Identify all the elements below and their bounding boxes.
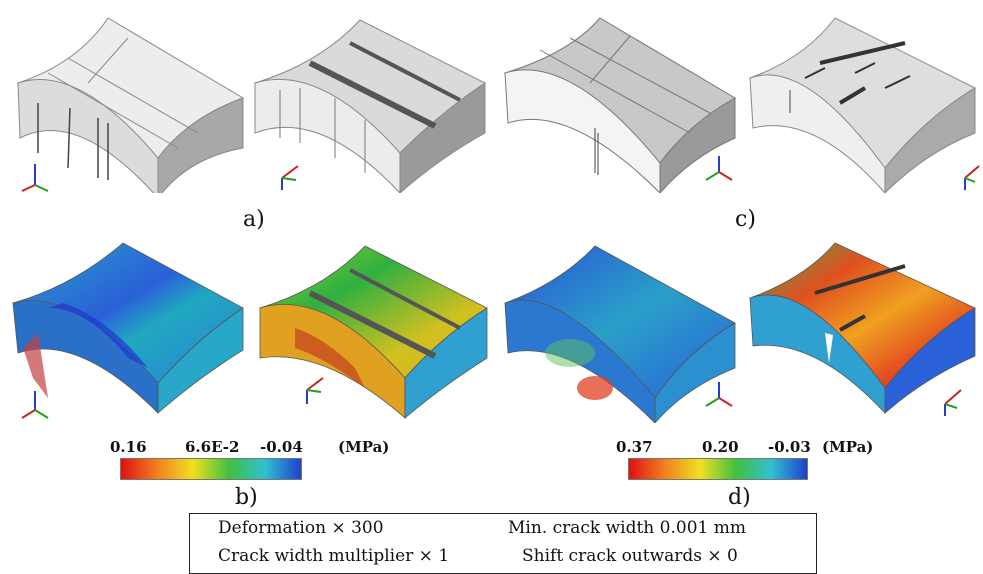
colorbar-d-min: -0.03 bbox=[768, 438, 811, 456]
axis-triad-icon bbox=[955, 158, 983, 192]
panel-label-c: c) bbox=[735, 207, 756, 232]
panel-b-right-contour bbox=[255, 238, 490, 423]
settings-legend-box: Deformation × 300 Min. crack width 0.001… bbox=[189, 513, 817, 574]
panel-label-b: b) bbox=[235, 485, 258, 510]
axis-triad-icon bbox=[270, 158, 304, 192]
legend-row-1: Deformation × 300 Min. crack width 0.001… bbox=[190, 518, 816, 546]
contour-side-face bbox=[884, 307, 976, 414]
colorbar-b-max: 0.16 bbox=[110, 438, 147, 456]
panel-c-left-mesh bbox=[500, 8, 740, 193]
mesh-side-face bbox=[659, 97, 736, 193]
panel-c-right-mesh bbox=[745, 8, 980, 193]
colorbar-d: 0.37 0.20 -0.03 (MPa) bbox=[616, 438, 888, 480]
mesh-side-face bbox=[157, 97, 244, 193]
axis-triad-icon bbox=[702, 152, 736, 186]
legend-crack-width-multiplier: Crack width multiplier × 1 bbox=[218, 546, 450, 566]
mesh-front-face bbox=[17, 79, 159, 193]
legend-row-2: Crack width multiplier × 1 Shift crack o… bbox=[190, 546, 816, 574]
colorbar-b: 0.16 6.6E-2 -0.04 (MPa) bbox=[110, 438, 420, 480]
colorbar-d-gradient bbox=[628, 458, 808, 480]
colorbar-d-mid: 0.20 bbox=[702, 438, 739, 456]
contour-side-face bbox=[157, 307, 244, 414]
panel-label-a: a) bbox=[243, 207, 265, 232]
legend-deformation: Deformation × 300 bbox=[218, 518, 384, 538]
colorbar-d-max: 0.37 bbox=[616, 438, 653, 456]
axis-triad-icon bbox=[18, 388, 52, 422]
panel-d-left-contour bbox=[500, 238, 740, 423]
axis-triad-icon bbox=[935, 384, 965, 418]
panel-b-left-contour bbox=[8, 238, 248, 423]
axis-triad-icon bbox=[18, 160, 52, 194]
colorbar-b-unit: (MPa) bbox=[338, 438, 390, 456]
mesh-front-face bbox=[254, 78, 401, 193]
panel-label-d: d) bbox=[728, 485, 751, 510]
colorbar-b-min: -0.04 bbox=[260, 438, 303, 456]
axis-triad-icon bbox=[295, 372, 329, 406]
colorbar-b-gradient bbox=[120, 458, 302, 480]
axis-triad-icon bbox=[702, 378, 736, 412]
panel-a-left-mesh bbox=[8, 8, 248, 193]
panel-a-right-mesh bbox=[250, 8, 490, 193]
legend-min-crack-width: Min. crack width 0.001 mm bbox=[508, 518, 746, 538]
mesh-side-face bbox=[399, 82, 486, 193]
panel-d-right-contour bbox=[745, 238, 980, 423]
contour-side-face bbox=[654, 322, 736, 423]
legend-shift-crack: Shift crack outwards × 0 bbox=[522, 546, 738, 566]
colorbar-b-mid: 6.6E-2 bbox=[185, 438, 240, 456]
mesh-side-face bbox=[884, 87, 976, 193]
colorbar-d-unit: (MPa) bbox=[822, 438, 874, 456]
